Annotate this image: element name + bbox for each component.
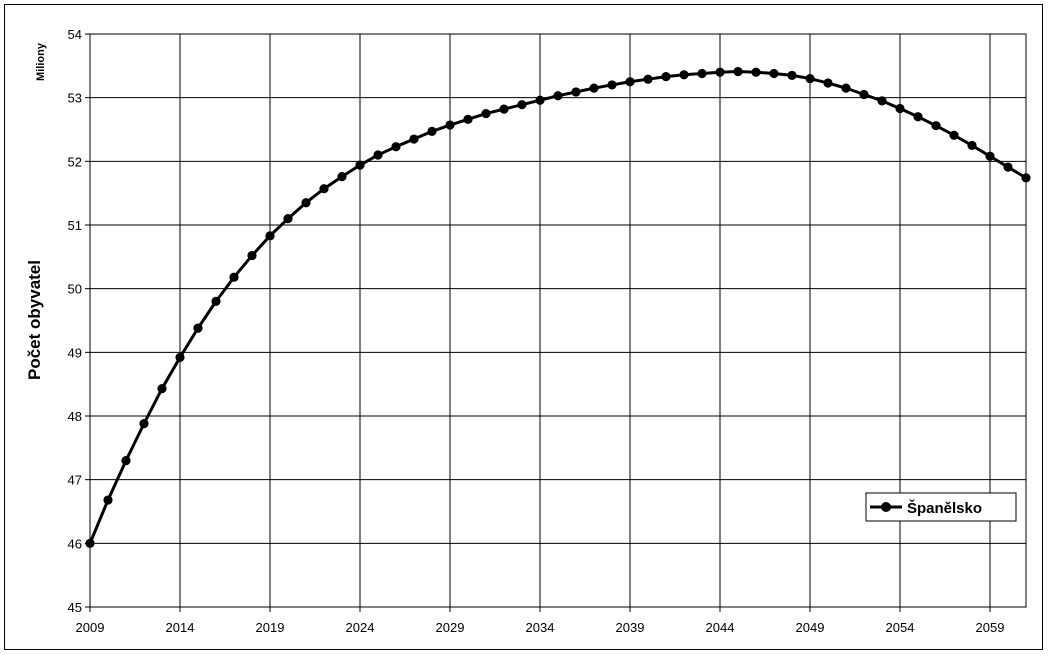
x-tick-label: 2014 <box>166 620 195 635</box>
data-point <box>877 96 887 106</box>
y-axis-unit-label: Miliony <box>35 42 47 81</box>
y-tick-label: 52 <box>68 154 82 169</box>
y-tick-label: 46 <box>68 536 82 551</box>
data-point <box>427 126 437 137</box>
legend-marker <box>881 502 891 512</box>
x-tick-label: 2024 <box>346 620 375 635</box>
data-point <box>733 66 743 77</box>
x-tick-label: 2054 <box>886 620 915 635</box>
data-point <box>895 103 905 114</box>
data-point <box>1003 162 1013 172</box>
data-point <box>1021 173 1031 183</box>
data-point <box>247 250 257 261</box>
data-point <box>463 114 473 124</box>
data-point <box>265 231 275 241</box>
data-point <box>913 112 923 122</box>
data-point <box>805 73 815 84</box>
data-point <box>85 538 95 548</box>
chart-frame <box>4 4 1043 650</box>
data-point <box>787 70 797 80</box>
plot-area <box>89 33 1027 608</box>
data-point <box>841 83 851 93</box>
data-point <box>553 91 563 101</box>
data-point <box>103 495 113 505</box>
data-point <box>355 160 365 170</box>
x-tick-label: 2044 <box>706 620 735 635</box>
y-tick-label: 54 <box>68 27 82 42</box>
y-tick-label: 47 <box>68 473 82 488</box>
data-point <box>697 68 707 79</box>
y-tick-label: 49 <box>68 345 82 360</box>
y-axis-label: Počet obyvatel <box>25 260 44 380</box>
series-line <box>88 70 1027 544</box>
data-point <box>571 87 581 97</box>
x-tick-label: 2034 <box>526 620 555 635</box>
data-point <box>229 272 239 282</box>
x-tick-label: 2019 <box>256 620 285 635</box>
data-point <box>859 89 869 100</box>
data-point <box>283 214 293 224</box>
data-point <box>769 68 779 79</box>
data-point <box>985 151 995 161</box>
legend-box <box>865 492 1017 522</box>
data-point <box>967 140 977 151</box>
data-point <box>661 72 671 82</box>
y-tick-label: 53 <box>68 91 82 106</box>
data-point <box>445 120 455 130</box>
x-tick-label: 2059 <box>976 620 1005 635</box>
y-tick-label: 45 <box>68 600 82 615</box>
data-point <box>643 74 653 84</box>
data-point <box>319 184 329 194</box>
data-point <box>751 67 761 77</box>
data-point <box>337 172 347 182</box>
y-tick-label: 51 <box>68 218 82 233</box>
grid-lines <box>85 33 1026 612</box>
data-point <box>211 296 221 306</box>
data-point <box>409 134 419 144</box>
x-tick-label: 2049 <box>796 620 825 635</box>
data-point <box>517 100 527 110</box>
data-point <box>301 198 311 208</box>
x-tick-label: 2029 <box>436 620 465 635</box>
data-point <box>679 70 689 80</box>
series-layer <box>85 66 1031 548</box>
axis-tick-labels: 2009 2014 2019 2024 2029 2034 2039 2044 2049 2054… <box>68 27 1005 635</box>
data-point <box>121 455 131 466</box>
data-point <box>391 142 401 152</box>
data-point <box>157 384 167 394</box>
y-tick-label: 50 <box>68 282 82 297</box>
data-point <box>607 80 617 90</box>
data-point <box>499 104 509 114</box>
data-point <box>193 323 203 333</box>
data-point <box>535 95 545 105</box>
data-point <box>481 108 491 119</box>
data-point <box>949 130 959 140</box>
legend-entry-label: Španělsko <box>907 499 982 517</box>
x-tick-label: 2009 <box>76 620 105 635</box>
data-point <box>139 419 149 429</box>
data-point <box>823 78 833 88</box>
data-point <box>931 121 941 131</box>
data-point <box>175 352 185 363</box>
data-point <box>625 77 635 87</box>
legend: Španělsko <box>865 492 1017 522</box>
y-tick-label: 48 <box>68 409 82 424</box>
data-point <box>373 150 383 160</box>
x-tick-label: 2039 <box>616 620 645 635</box>
data-point <box>715 67 725 77</box>
data-point <box>589 83 599 93</box>
